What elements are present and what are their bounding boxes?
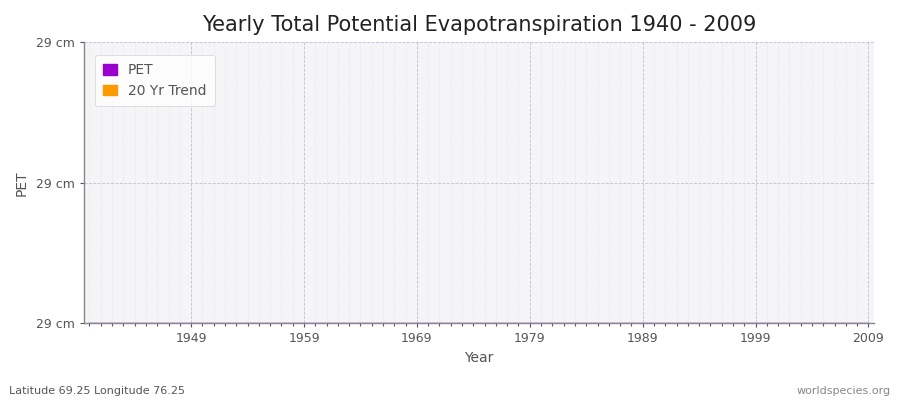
Text: Latitude 69.25 Longitude 76.25: Latitude 69.25 Longitude 76.25 [9,386,185,396]
Text: worldspecies.org: worldspecies.org [796,386,891,396]
X-axis label: Year: Year [464,351,494,365]
Legend: PET, 20 Yr Trend: PET, 20 Yr Trend [94,55,215,106]
Title: Yearly Total Potential Evapotranspiration 1940 - 2009: Yearly Total Potential Evapotranspiratio… [202,15,756,35]
Y-axis label: PET: PET [15,170,29,196]
